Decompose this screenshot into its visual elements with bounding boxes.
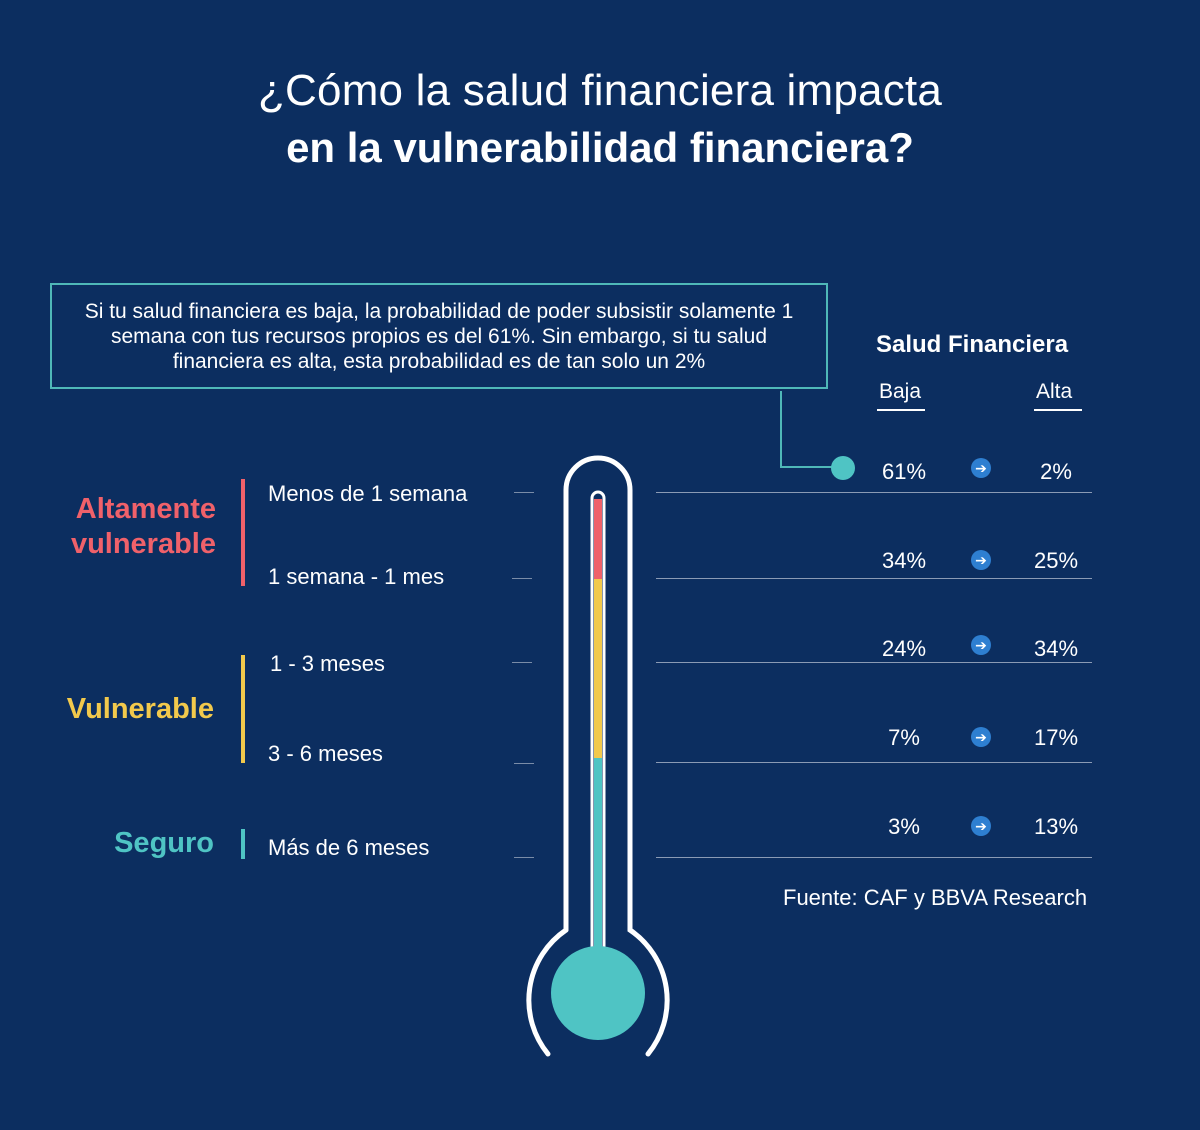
value-baja: 7% (888, 725, 920, 750)
category-bar-yellow (241, 655, 245, 763)
thermo-yellow (594, 579, 602, 758)
col-header-baja: Baja (879, 380, 922, 403)
tick (514, 492, 534, 493)
thermo-red (594, 499, 602, 579)
category-bar-teal (241, 829, 245, 859)
thermometer-icon (526, 455, 670, 1057)
tick (514, 763, 534, 764)
category-label-line1: Altamente (75, 493, 216, 525)
callout-text: Si tu salud financiera es baja, la proba… (84, 299, 794, 373)
table-header: Salud Financiera (876, 331, 1069, 358)
arrow-right-circle-icon: ➔ (971, 816, 991, 836)
category-label: Seguro (114, 827, 214, 859)
range-label: 3 - 6 meses (268, 741, 383, 766)
category-seguro: Seguro (20, 826, 214, 861)
tick (512, 578, 532, 579)
callout-box: Si tu salud financiera es baja, la proba… (50, 283, 828, 389)
value-alta: 25% (1033, 548, 1079, 573)
arrow-right-circle-icon: ➔ (971, 458, 991, 478)
value-baja: 3% (888, 814, 920, 839)
value-alta: 17% (1033, 725, 1079, 750)
tick (512, 662, 532, 663)
category-vulnerable: Vulnerable (20, 692, 214, 727)
range-label: Más de 6 meses (268, 835, 430, 860)
value-baja: 24% (881, 636, 927, 661)
category-label-line2: vulnerable (70, 528, 216, 560)
page-title-line1: ¿Cómo la salud financiera impacta (257, 66, 943, 115)
value-alta: 13% (1033, 814, 1079, 839)
category-altamente-vulnerable: Altamente vulnerable (20, 492, 216, 562)
category-label: Vulnerable (66, 693, 214, 725)
col-underline-baja (877, 409, 925, 411)
range-label: 1 - 3 meses (270, 651, 385, 676)
value-alta: 2% (1040, 459, 1072, 484)
row-divider (656, 662, 1092, 663)
row-divider (656, 492, 1092, 493)
arrow-right-circle-icon: ➔ (971, 635, 991, 655)
thermo-bulb (551, 946, 645, 1040)
value-baja: 61% (881, 459, 927, 484)
callout-dot (831, 456, 855, 480)
category-bar-red (241, 479, 245, 586)
row-divider (656, 578, 1092, 579)
range-label: 1 semana - 1 mes (268, 564, 445, 589)
col-header-alta: Alta (1036, 380, 1073, 403)
source-note: Fuente: CAF y BBVA Research (783, 885, 1088, 910)
row-divider (656, 857, 1092, 858)
arrow-right-circle-icon: ➔ (971, 550, 991, 570)
col-underline-alta (1034, 409, 1082, 411)
arrow-right-circle-icon: ➔ (971, 727, 991, 747)
range-label: Menos de 1 semana (268, 481, 468, 506)
page-title-line2: en la vulnerabilidad financiera? (286, 124, 914, 171)
thermo-teal (594, 758, 602, 958)
row-divider (656, 762, 1092, 763)
value-alta: 34% (1033, 636, 1079, 661)
tick (514, 857, 534, 858)
value-baja: 34% (881, 548, 927, 573)
